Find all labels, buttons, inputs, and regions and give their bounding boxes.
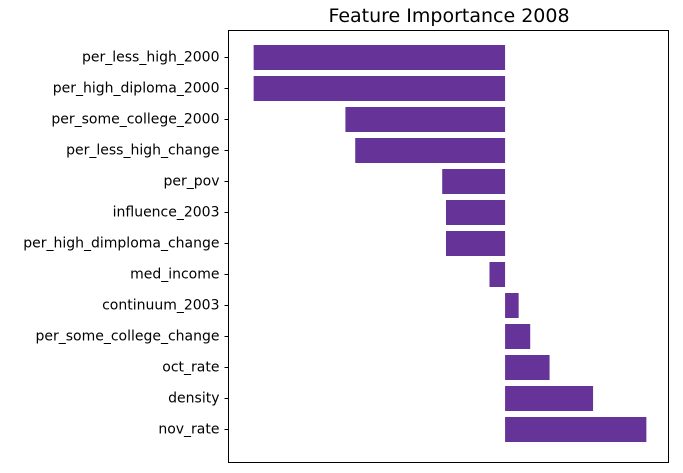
bar-per-high-diploma-2000 bbox=[253, 76, 506, 101]
y-tick-label-density: density bbox=[168, 391, 219, 407]
y-tick-label-oct-rate: oct_rate bbox=[162, 360, 219, 376]
bar-per-some-college-2000 bbox=[345, 107, 506, 132]
y-tick-label-per-some-college-change: per_some_college_change bbox=[35, 329, 219, 345]
bar-per-some-college-change bbox=[505, 324, 531, 349]
y-tick-label-per-less-high-change: per_less_high_change bbox=[66, 143, 219, 159]
plot-frame bbox=[228, 30, 669, 463]
bar-oct-rate bbox=[505, 355, 550, 380]
y-tick-label-per-less-high-2000: per_less_high_2000 bbox=[82, 50, 220, 66]
y-tick-label-per-some-college-2000: per_some_college_2000 bbox=[51, 112, 219, 128]
bar-continuum-2003 bbox=[505, 293, 519, 318]
y-tick-label-influence-2003: influence_2003 bbox=[113, 205, 220, 221]
y-tick-labels: per_less_high_2000 per_high_diploma_2000p… bbox=[23, 50, 229, 438]
y-tick-label-per-pov: per_pov bbox=[164, 174, 220, 190]
bar-group bbox=[253, 45, 647, 442]
y-tick-label-per-high-diploma-2000: per_high_diploma_2000 bbox=[53, 81, 220, 97]
bar-density bbox=[505, 386, 594, 411]
y-tick-label-continuum-2003: continuum_2003 bbox=[102, 298, 219, 314]
bar-per-high-dimploma-change bbox=[445, 231, 506, 256]
y-tick-label-nov-rate: nov_rate bbox=[158, 422, 219, 438]
bar-nov-rate bbox=[505, 417, 647, 442]
bar-per-less-high-2000 bbox=[253, 45, 506, 70]
bar-influence-2003 bbox=[445, 200, 506, 225]
y-tick-label-med-income: med_income bbox=[130, 267, 219, 283]
bar-per-pov bbox=[442, 169, 506, 194]
bar-med-income bbox=[489, 262, 506, 287]
chart-title: Feature Importance 2008 bbox=[328, 5, 569, 27]
y-tick-label-per-high-dimploma-change: per_high_dimploma_change bbox=[23, 236, 219, 252]
bar-per-less-high-change bbox=[355, 138, 506, 163]
